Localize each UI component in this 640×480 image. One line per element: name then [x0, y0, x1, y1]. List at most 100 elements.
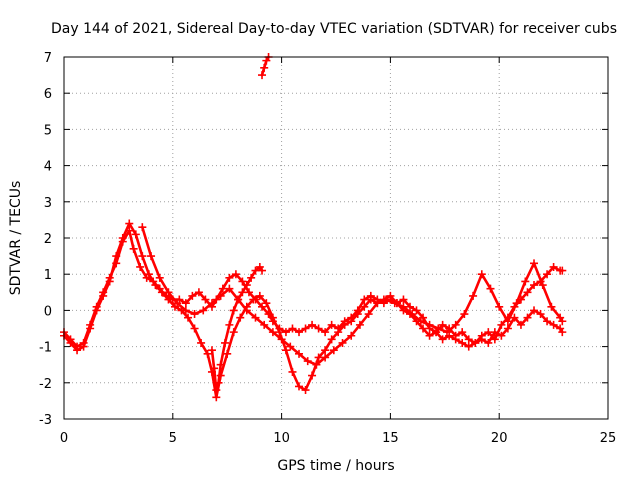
data-point: [138, 252, 147, 261]
data-point: [477, 270, 486, 279]
data-point: [425, 331, 434, 340]
data-point: [268, 328, 277, 337]
data-point: [382, 295, 391, 304]
data-point: [229, 306, 238, 315]
data-point: [536, 310, 545, 319]
x-tick-label: 0: [60, 431, 68, 446]
x-tick-labels: 0 5 10 15 20 25: [60, 431, 616, 446]
data-point: [212, 393, 221, 402]
data-point: [231, 270, 240, 279]
data-point: [238, 288, 247, 297]
data-point: [558, 328, 567, 337]
data-point: [223, 349, 232, 358]
data-point: [118, 234, 127, 242]
data-point: [438, 335, 447, 344]
data-point: [419, 324, 428, 333]
data-point: [458, 338, 467, 347]
data-point: [558, 266, 567, 275]
y-tick-label: 7: [44, 51, 52, 66]
data-point: [277, 335, 286, 344]
data-point: [260, 63, 269, 72]
data-point: [210, 364, 219, 373]
y-tick-label: 1: [44, 268, 52, 283]
data-point: [164, 295, 173, 304]
series-track-5: [258, 53, 273, 80]
data-point: [442, 328, 451, 337]
data-point: [105, 277, 114, 286]
data-point: [484, 338, 493, 347]
series-line: [141, 225, 564, 367]
axis-ticks: [63, 56, 609, 420]
data-point: [530, 306, 539, 315]
data-point: [373, 299, 382, 308]
data-point: [327, 320, 336, 329]
series-line: [260, 55, 270, 77]
data-point: [194, 288, 203, 297]
data-point: [164, 288, 173, 297]
data-point: [295, 382, 304, 391]
data-point: [523, 288, 532, 297]
data-point: [458, 328, 467, 337]
data-point: [151, 281, 160, 290]
data-point: [73, 346, 82, 355]
data-point: [521, 277, 530, 286]
grid-lines: [64, 57, 608, 419]
data-point: [136, 262, 145, 271]
data-point: [229, 328, 238, 337]
data-point: [288, 324, 297, 333]
data-point: [460, 310, 469, 319]
data-point: [390, 299, 399, 308]
data-point: [86, 324, 95, 333]
data-point: [190, 324, 199, 333]
data-point: [523, 313, 532, 322]
data-point: [477, 335, 486, 344]
data-point: [295, 328, 304, 337]
series-track-3: [138, 223, 567, 369]
data-point: [234, 295, 243, 304]
data-point: [138, 223, 147, 232]
data-point: [464, 335, 473, 344]
data-point: [268, 313, 277, 322]
y-tick-label: 4: [44, 160, 52, 175]
data-point: [207, 346, 216, 355]
data-point: [547, 302, 556, 311]
data-point: [503, 317, 512, 326]
data-point: [258, 71, 267, 80]
x-tick-label: 20: [491, 431, 508, 446]
data-point: [262, 299, 271, 308]
data-point: [258, 266, 267, 275]
data-point: [321, 353, 330, 362]
data-point: [490, 335, 499, 344]
data-point: [173, 299, 182, 308]
data-point: [469, 291, 478, 300]
data-point: [464, 342, 473, 351]
data-point: [155, 273, 164, 282]
data-point: [510, 313, 519, 322]
data-point: [364, 310, 373, 319]
data-point: [301, 386, 310, 395]
data-point: [207, 299, 216, 308]
data-point: [530, 259, 539, 268]
data-point: [212, 386, 221, 395]
data-point: [112, 252, 121, 261]
y-tick-label: 2: [44, 232, 52, 247]
x-axis-title: GPS time / hours: [277, 458, 394, 474]
data-point: [242, 281, 251, 290]
x-tick-label: 15: [382, 431, 399, 446]
data-point: [503, 324, 512, 333]
y-tick-label: -3: [39, 413, 52, 428]
data-point: [249, 295, 258, 304]
data-point: [303, 357, 312, 366]
data-point: [225, 273, 234, 282]
data-point: [471, 338, 480, 347]
data-point: [334, 328, 343, 337]
data-point: [538, 281, 547, 290]
data-point: [399, 302, 408, 311]
data-point: [353, 310, 362, 319]
data-point: [425, 320, 434, 329]
data-point: [329, 346, 338, 355]
y-tick-label: -1: [39, 341, 52, 356]
data-point: [199, 306, 208, 315]
data-point: [495, 302, 504, 311]
